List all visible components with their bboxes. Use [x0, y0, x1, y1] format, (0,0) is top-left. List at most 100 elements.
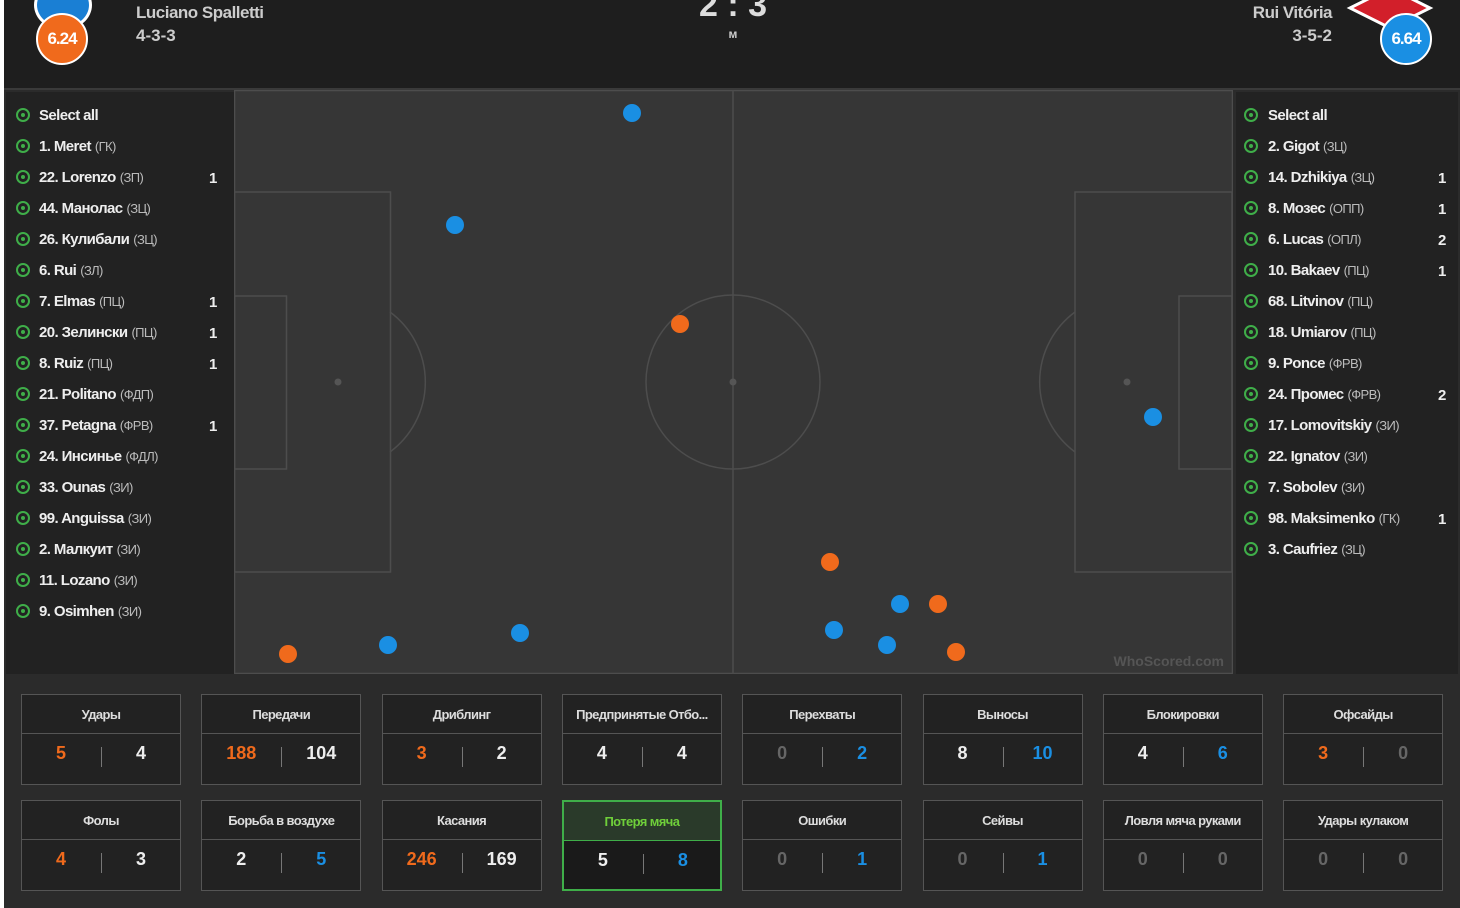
- player-row[interactable]: 14. Dzhikiya (ЗЦ) 1: [1236, 166, 1458, 190]
- player-row[interactable]: 6. Lucas (ОПЛ) 2: [1236, 228, 1458, 252]
- checkbox[interactable]: [1244, 325, 1258, 339]
- player-row[interactable]: 20. Зелински (ПЦ) 1: [6, 321, 234, 345]
- player-position: (ЗЦ): [126, 201, 151, 216]
- stat-box[interactable]: Ошибки 0 1: [742, 800, 903, 891]
- checkbox[interactable]: [1244, 170, 1258, 184]
- player-row[interactable]: 10. Bakaev (ПЦ) 1: [1236, 259, 1458, 283]
- stat-box[interactable]: Перехваты 0 2: [742, 694, 903, 785]
- checkbox[interactable]: [1244, 542, 1258, 556]
- checkbox[interactable]: [1244, 387, 1258, 401]
- player-row[interactable]: 6. Rui (ЗЛ): [6, 259, 234, 283]
- away-value: 3: [135, 849, 146, 869]
- checkbox[interactable]: [1244, 418, 1258, 432]
- checkbox[interactable]: [16, 418, 30, 432]
- stat-box[interactable]: Касания 246 169: [381, 800, 542, 891]
- player-row[interactable]: 7. Elmas (ПЦ) 1: [6, 290, 234, 314]
- checkbox[interactable]: [1244, 201, 1258, 215]
- player-position: (ЗИ): [1375, 418, 1400, 433]
- checkbox[interactable]: [16, 542, 30, 556]
- stat-box[interactable]: Блокировки 4 6: [1102, 694, 1263, 785]
- checkbox[interactable]: [1244, 108, 1258, 122]
- player-row[interactable]: 9. Osimhen (ЗИ): [6, 600, 234, 624]
- home-value: 3: [416, 743, 427, 763]
- player-row[interactable]: 99. Anguissa (ЗИ): [6, 507, 234, 531]
- checkbox[interactable]: [16, 387, 30, 401]
- checkbox[interactable]: [16, 356, 30, 370]
- player-row[interactable]: 7. Sobolev (ЗИ): [1236, 476, 1458, 500]
- checkbox[interactable]: [16, 232, 30, 246]
- player-row[interactable]: 22. Lorenzo (ЗП) 1: [6, 166, 234, 190]
- player-row[interactable]: 98. Maksimenko (ГК) 1: [1236, 507, 1458, 531]
- player-row[interactable]: 24. Инсинье (ФДЛ): [6, 445, 234, 469]
- checkbox[interactable]: [16, 294, 30, 308]
- player-row[interactable]: 44. Манолас (ЗЦ): [6, 197, 234, 221]
- stat-box[interactable]: Дриблинг 3 2: [381, 694, 542, 785]
- stat-title: Борьба в воздухе: [202, 801, 361, 840]
- player-row[interactable]: 8. Мозес (ОПП) 1: [1236, 197, 1458, 221]
- checkbox[interactable]: [16, 511, 30, 525]
- event-count: 1: [1438, 263, 1446, 280]
- checkbox[interactable]: [16, 201, 30, 215]
- checkbox[interactable]: [1244, 449, 1258, 463]
- player-row[interactable]: 9. Ponce (ФРВ): [1236, 352, 1458, 376]
- stat-title: Перехваты: [743, 695, 902, 734]
- player-row[interactable]: 33. Ounas (ЗИ): [6, 476, 234, 500]
- checkbox[interactable]: [1244, 511, 1258, 525]
- player-name-wrap: 26. Кулибали (ЗЦ): [39, 231, 158, 248]
- player-row[interactable]: 2. Gigot (ЗЦ): [1236, 135, 1458, 159]
- checkbox[interactable]: [16, 604, 30, 618]
- player-name-wrap: 7. Elmas (ПЦ): [39, 293, 125, 310]
- player-row[interactable]: 24. Промес (ФРВ) 2: [1236, 383, 1458, 407]
- player-row[interactable]: 1. Meret (ГК): [6, 135, 234, 159]
- checkbox[interactable]: [16, 263, 30, 277]
- event-count: 1: [1438, 511, 1446, 528]
- checkbox[interactable]: [16, 480, 30, 494]
- match-status: м: [728, 27, 738, 41]
- stat-box[interactable]: Сейвы 0 1: [922, 800, 1083, 891]
- checkbox[interactable]: [16, 108, 30, 122]
- select-all-label[interactable]: Select all: [39, 107, 99, 124]
- player-position: (ПЦ): [1343, 263, 1370, 278]
- stat-box[interactable]: Фолы 4 3: [21, 800, 181, 891]
- player-row[interactable]: 68. Litvinov (ПЦ): [1236, 290, 1458, 314]
- stat-box[interactable]: Передачи 188 104: [201, 694, 362, 785]
- select-all[interactable]: Select all: [1236, 104, 1458, 128]
- select-all[interactable]: Select all: [6, 104, 234, 128]
- player-row[interactable]: 37. Petagna (ФРВ) 1: [6, 414, 234, 438]
- checkbox[interactable]: [1244, 232, 1258, 246]
- player-row[interactable]: 11. Lozano (ЗИ): [6, 569, 234, 593]
- checkbox[interactable]: [16, 325, 30, 339]
- player-row[interactable]: 26. Кулибали (ЗЦ): [6, 228, 234, 252]
- watermark: WhoScored.com: [1114, 653, 1224, 669]
- stat-box[interactable]: Предпринятые Отбо... 4 4: [561, 694, 722, 785]
- home-value: 4: [1137, 743, 1148, 763]
- stat-box[interactable]: Офсайды 3 0: [1283, 694, 1444, 785]
- stat-box[interactable]: Удары 5 4: [21, 694, 181, 785]
- player-row[interactable]: 17. Lomovitskiy (ЗИ): [1236, 414, 1458, 438]
- player-row[interactable]: 21. Politano (ФДП): [6, 383, 234, 407]
- stat-box[interactable]: Потеря мяча 5 8: [561, 800, 722, 891]
- player-row[interactable]: 22. Ignatov (ЗИ): [1236, 445, 1458, 469]
- checkbox[interactable]: [16, 139, 30, 153]
- select-all-label[interactable]: Select all: [1268, 107, 1328, 124]
- stat-box[interactable]: Ловля мяча руками 0 0: [1102, 800, 1263, 891]
- stat-box[interactable]: Удары кулаком 0 0: [1283, 800, 1444, 891]
- checkbox[interactable]: [1244, 356, 1258, 370]
- player-name: 22. Ignatov: [1268, 448, 1340, 465]
- stat-box[interactable]: Выносы 8 10: [922, 694, 1083, 785]
- checkbox[interactable]: [16, 449, 30, 463]
- player-row[interactable]: 8. Ruiz (ПЦ) 1: [6, 352, 234, 376]
- checkbox[interactable]: [1244, 480, 1258, 494]
- checkbox[interactable]: [16, 170, 30, 184]
- stat-box[interactable]: Борьба в воздухе 2 5: [201, 800, 362, 891]
- player-row[interactable]: 2. Малкуит (ЗИ): [6, 538, 234, 562]
- checkbox[interactable]: [1244, 294, 1258, 308]
- player-name-wrap: 9. Osimhen (ЗИ): [39, 603, 142, 620]
- checkbox[interactable]: [1244, 263, 1258, 277]
- checkbox[interactable]: [1244, 139, 1258, 153]
- player-row[interactable]: 18. Umiarov (ПЦ): [1236, 321, 1458, 345]
- player-position: (ОПЛ): [1327, 232, 1361, 247]
- player-row[interactable]: 3. Caufriez (ЗЦ): [1236, 538, 1458, 562]
- checkbox[interactable]: [16, 573, 30, 587]
